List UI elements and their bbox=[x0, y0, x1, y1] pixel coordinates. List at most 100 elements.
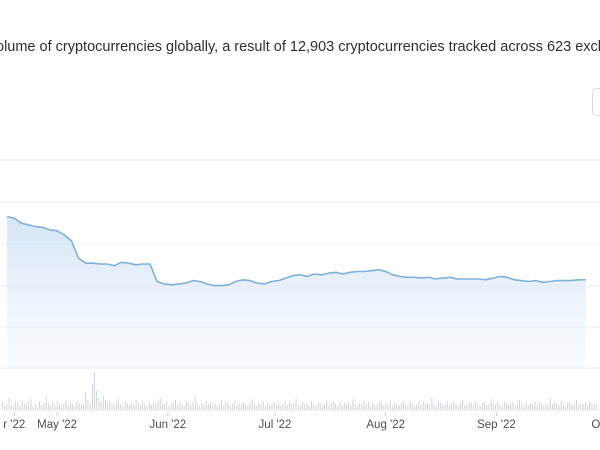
volume-bar bbox=[78, 403, 80, 410]
volume-bar bbox=[251, 399, 253, 410]
volume-bar bbox=[54, 405, 56, 410]
volume-bar bbox=[234, 401, 236, 410]
volume-bar bbox=[109, 401, 111, 410]
volume-bar bbox=[569, 403, 571, 410]
volume-bar bbox=[102, 396, 104, 410]
volume-bar bbox=[435, 406, 437, 410]
volume-bar bbox=[424, 404, 426, 410]
series-line bbox=[6, 215, 586, 287]
volume-bar bbox=[530, 403, 531, 410]
volume-bar bbox=[348, 402, 350, 410]
volume-bar bbox=[297, 405, 299, 410]
volume-bar bbox=[96, 391, 98, 410]
volume-bar bbox=[470, 403, 472, 410]
volume-bar bbox=[315, 406, 317, 410]
x-tick-label: r '22 bbox=[3, 419, 25, 431]
volume-bar bbox=[135, 400, 137, 410]
volume-bar bbox=[332, 402, 334, 410]
x-tick-label: Aug '22 bbox=[366, 419, 405, 431]
volume-bar bbox=[159, 398, 161, 410]
volume-bar bbox=[554, 402, 556, 410]
x-axis: r '22 May '22 Jun '22 Jul '22 Aug '22 Sep '22… bbox=[3, 412, 600, 431]
volume-bar bbox=[400, 403, 402, 410]
volume-bar bbox=[17, 403, 19, 410]
volume-bar bbox=[291, 404, 293, 410]
volume-bar bbox=[545, 403, 547, 410]
volume-bar bbox=[253, 404, 255, 410]
volume-bar bbox=[120, 404, 122, 410]
volume-bar bbox=[341, 405, 343, 410]
volume-bar bbox=[168, 406, 170, 410]
volume-bar bbox=[67, 405, 69, 410]
volume-bar bbox=[262, 401, 264, 410]
volume-bar bbox=[289, 402, 290, 410]
volume-bar bbox=[335, 404, 336, 410]
volume-bar bbox=[61, 406, 63, 410]
volume-bar bbox=[247, 406, 249, 410]
volume-bar bbox=[370, 406, 372, 410]
volume-bar bbox=[273, 402, 275, 410]
volume-bar bbox=[573, 404, 575, 410]
volume-bar bbox=[286, 405, 288, 410]
volume-bar bbox=[6, 404, 8, 410]
volume-bar bbox=[488, 404, 490, 410]
volume-bar bbox=[302, 402, 304, 410]
volume-bar bbox=[346, 404, 347, 410]
volume-bar bbox=[422, 402, 424, 410]
volume-bar bbox=[521, 404, 523, 410]
chart-options-button[interactable] bbox=[592, 88, 600, 116]
x-tick-label: Sep '22 bbox=[477, 419, 516, 431]
volume-bar bbox=[587, 406, 588, 410]
volume-bar bbox=[111, 404, 113, 410]
volume-bar bbox=[50, 406, 52, 410]
volume-bar bbox=[151, 405, 152, 410]
volume-bar bbox=[567, 402, 569, 410]
volume-bar bbox=[45, 397, 47, 410]
volume-bar bbox=[560, 401, 562, 410]
volume-bar bbox=[34, 404, 36, 410]
volume-bar bbox=[339, 401, 341, 410]
volume-bar bbox=[459, 403, 461, 410]
volume-bar bbox=[39, 401, 41, 410]
volume-bar bbox=[440, 403, 442, 410]
volume-bar bbox=[30, 399, 32, 410]
volume-bar bbox=[153, 403, 155, 410]
volume-bar bbox=[264, 406, 266, 410]
volume-bar bbox=[378, 402, 380, 410]
volume-bar bbox=[161, 404, 163, 410]
volume-bar bbox=[534, 401, 536, 410]
volume-bar bbox=[442, 405, 444, 410]
volume-bar bbox=[306, 403, 308, 410]
volume-bar bbox=[190, 405, 192, 410]
volume-bar bbox=[549, 398, 551, 410]
volume-bar bbox=[131, 402, 133, 410]
volume-bar bbox=[387, 404, 389, 410]
volume-bar bbox=[317, 402, 319, 410]
volume-bar bbox=[525, 402, 527, 410]
volume-bar bbox=[580, 403, 582, 410]
volume-bar bbox=[199, 406, 201, 410]
volume-bar bbox=[245, 405, 247, 410]
volume-bar bbox=[473, 405, 474, 410]
volume-bar bbox=[122, 406, 124, 410]
market-cap-area bbox=[6, 215, 586, 368]
volume-bar bbox=[258, 402, 260, 410]
volume-bar bbox=[354, 404, 356, 410]
volume-bar bbox=[361, 405, 363, 410]
volume-bar bbox=[505, 403, 507, 410]
volume-bar bbox=[205, 401, 207, 410]
volume-bar bbox=[449, 405, 450, 410]
volume-bar bbox=[282, 404, 284, 410]
volume-bar bbox=[313, 404, 315, 410]
volume-bar bbox=[547, 405, 549, 410]
volume-bar bbox=[243, 402, 244, 410]
volume-bar bbox=[512, 402, 514, 410]
volume-bar bbox=[310, 401, 312, 410]
volume-bar bbox=[41, 405, 43, 410]
volume-bar bbox=[65, 400, 67, 410]
volume-bar bbox=[19, 406, 21, 410]
volume-bar bbox=[201, 403, 203, 410]
volume-bar bbox=[280, 406, 282, 410]
volume-bar bbox=[240, 404, 242, 410]
